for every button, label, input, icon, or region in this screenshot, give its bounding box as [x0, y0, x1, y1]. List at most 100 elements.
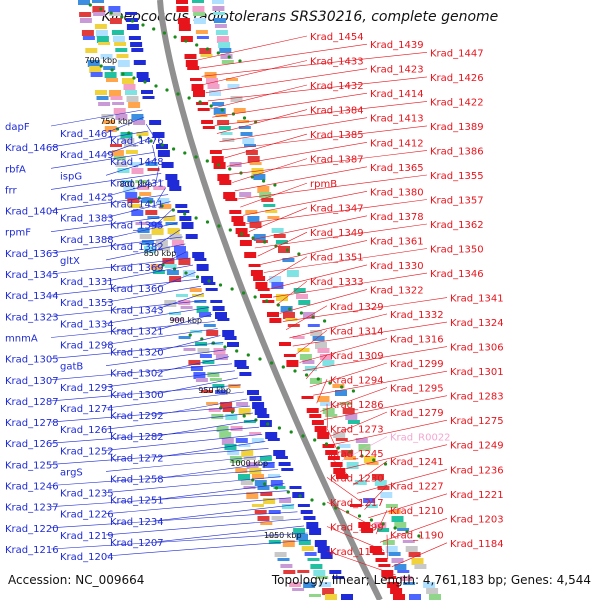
tick-dot: [88, 3, 92, 7]
gene-block: [361, 528, 374, 533]
left-leader: [105, 159, 157, 176]
gene-block: [188, 360, 201, 365]
gene-block: [303, 582, 316, 588]
left-leader: [50, 300, 207, 317]
gene-block: [304, 366, 317, 371]
right-leader: [292, 321, 448, 347]
gene-block: [113, 108, 126, 114]
gene-block: [220, 132, 233, 135]
gene-block: [218, 126, 231, 130]
tick-dot: [216, 51, 220, 55]
gene-block: [114, 42, 127, 46]
gene-block: [95, 30, 108, 37]
gene-block: [216, 36, 229, 43]
left-leader: [155, 419, 257, 437]
left-leader: [105, 434, 263, 451]
right-leader: [368, 493, 448, 519]
left-leader: [50, 321, 215, 338]
gene-block: [262, 300, 275, 303]
gene-block: [181, 222, 194, 229]
gene-block: [128, 102, 141, 108]
right-gene-label: Krad_1174: [330, 547, 384, 558]
gene-block: [137, 186, 150, 190]
gene-block: [187, 66, 200, 70]
right-leader: [326, 428, 339, 453]
gene-block: [182, 270, 195, 277]
tick-dot: [184, 39, 188, 43]
gene-block: [98, 102, 111, 106]
tick-dot: [242, 291, 246, 295]
left-gene-label: Krad_1237: [5, 503, 59, 514]
gene-block: [193, 12, 206, 16]
gene-block: [307, 558, 320, 561]
left-leader: [155, 293, 204, 310]
gene-block: [242, 138, 255, 144]
gene-block: [346, 462, 359, 469]
gene-block: [281, 504, 294, 509]
gene-block: [145, 162, 158, 166]
right-leader: [316, 379, 328, 404]
right-gene-label: Krad_1387: [310, 155, 364, 166]
tick-dot: [288, 307, 292, 311]
gene-block: [190, 78, 202, 81]
tick-dot: [393, 526, 397, 530]
gene-block: [268, 510, 281, 514]
right-gene-label: Krad_1249: [450, 441, 504, 452]
gene-block: [94, 24, 107, 29]
left-leader: [50, 384, 241, 402]
gene-block: [388, 510, 401, 514]
gene-block: [222, 330, 235, 337]
gene-block: [93, 12, 106, 16]
gene-block: [355, 438, 368, 443]
right-leader: [273, 272, 428, 298]
gene-block: [195, 30, 208, 34]
gene-block: [180, 306, 193, 309]
right-gene-label: Krad_1329: [330, 302, 384, 313]
gene-block: [301, 396, 314, 399]
right-gene-label: Krad_1190: [390, 531, 444, 542]
left-leader: [155, 356, 230, 373]
gene-block: [217, 318, 230, 321]
tick-dot: [205, 47, 210, 51]
accession-value[interactable]: NC_009664: [75, 573, 145, 587]
left-leader: [155, 250, 188, 268]
gene-block: [372, 552, 385, 555]
gene-block: [96, 36, 109, 43]
gene-block: [325, 414, 338, 417]
gene-block: [207, 84, 220, 89]
gene-block: [169, 276, 182, 282]
gene-block: [235, 468, 248, 473]
tick-dot: [188, 333, 192, 337]
right-gene-label: Krad_1330: [370, 261, 424, 272]
right-gene-label: Krad_1378: [370, 212, 424, 223]
gene-block: [203, 282, 216, 285]
tick-dot: [172, 147, 176, 151]
gene-block: [110, 144, 122, 147]
gene-block: [202, 126, 215, 129]
gene-block: [289, 582, 302, 587]
gene-block: [347, 420, 360, 424]
gene-block: [138, 78, 150, 82]
right-gene-label: Krad_1279: [390, 408, 444, 419]
gene-block: [176, 0, 188, 4]
kbp-ticks: 700 kbp 750 kbp 800 kbp 850 kbp 900 kbp 950 k…: [85, 3, 421, 540]
left-gene-label: Krad_1305: [5, 355, 59, 366]
left-leader: [105, 455, 272, 472]
gene-block: [196, 264, 209, 271]
tick-dot: [183, 151, 187, 155]
gene-block: [292, 588, 305, 591]
gene-block: [254, 408, 267, 415]
tick-dot: [173, 35, 177, 39]
tick-dot: [301, 434, 305, 438]
gene-block: [286, 270, 299, 277]
gene-block: [125, 12, 138, 15]
tick-dot: [351, 389, 355, 393]
gene-block: [322, 408, 335, 414]
gene-block: [224, 444, 237, 450]
tick-dot: [285, 248, 290, 252]
left-gene-label: Krad_1404: [5, 207, 59, 218]
right-leader: [260, 240, 368, 265]
gene-block: [225, 198, 238, 201]
gene-block: [325, 450, 338, 455]
gene-block: [212, 306, 225, 311]
